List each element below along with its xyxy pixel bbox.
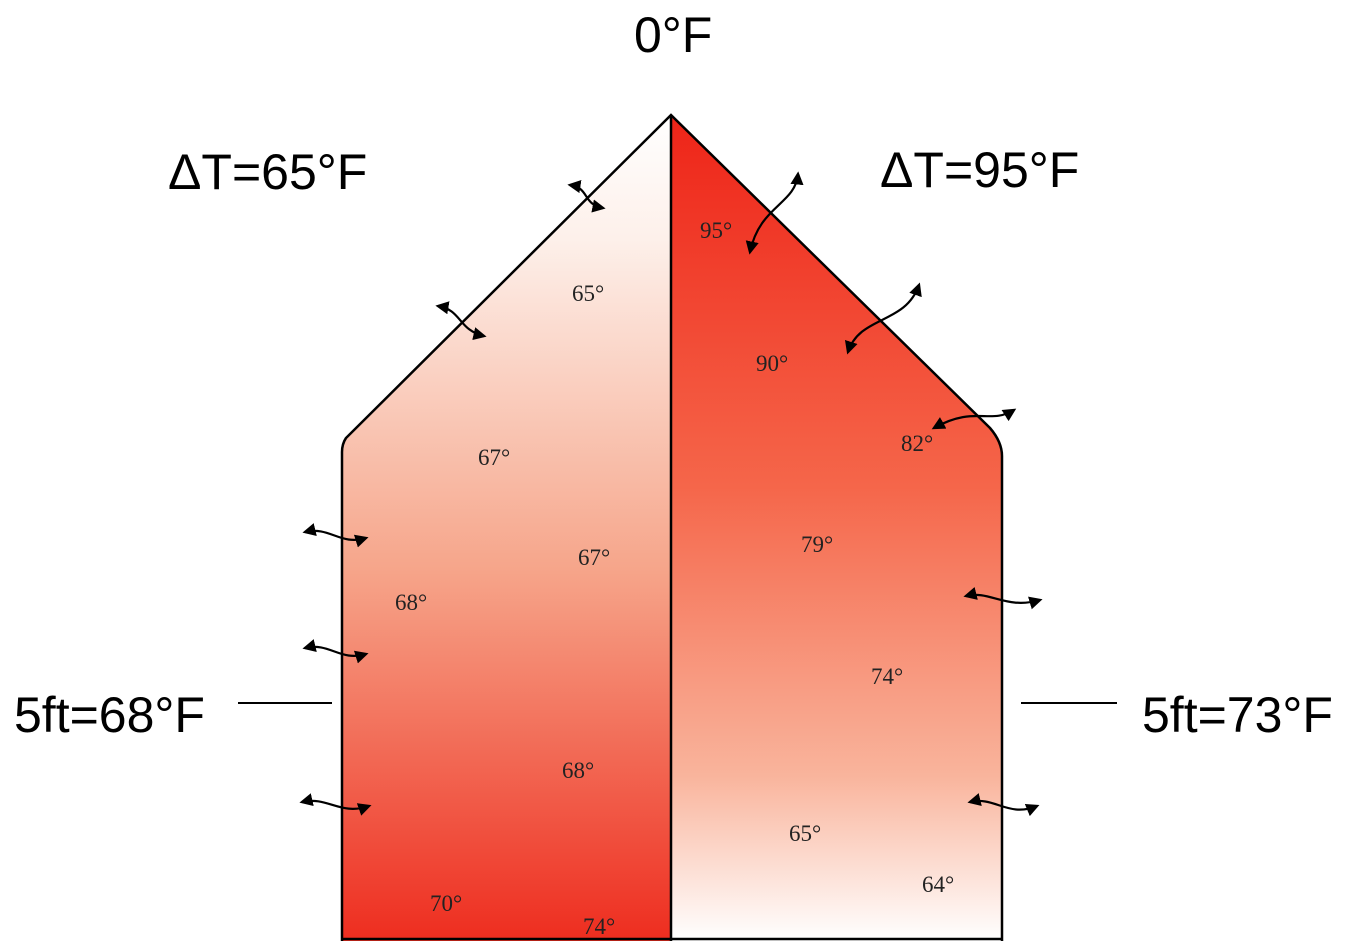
left-height-temp-label: 5ft=68°F — [14, 687, 205, 743]
left-zone-fill — [342, 115, 671, 941]
temp-reading: 67° — [478, 445, 510, 470]
heat-flow-arrow — [435, 301, 487, 341]
temp-reading: 68° — [395, 590, 427, 615]
heat-flow-arrow — [299, 793, 372, 816]
heat-flow-arrow — [844, 282, 922, 355]
temp-reading: 64° — [922, 872, 954, 897]
temp-reading: 68° — [562, 758, 594, 783]
temp-reading: 79° — [801, 532, 833, 557]
readings-right: 95° 90° 82° 79° 74° 65° 64° — [700, 218, 954, 897]
temp-reading: 65° — [572, 281, 604, 306]
heat-flow-arrow — [931, 408, 1017, 430]
heat-flow-arrow — [302, 523, 369, 548]
heat-flow-arrow — [745, 171, 804, 255]
temp-reading: 74° — [871, 664, 903, 689]
outside-temperature-label: 0°F — [634, 7, 713, 63]
heat-flow-arrow — [302, 639, 369, 664]
temp-reading: 70° — [430, 891, 462, 916]
temp-reading: 82° — [901, 431, 933, 456]
heat-flow-arrow — [963, 587, 1043, 610]
right-delta-t-label: ΔT=95°F — [880, 142, 1080, 198]
temp-reading: 90° — [756, 351, 788, 376]
temp-reading: 95° — [700, 218, 732, 243]
readings-left: 65° 67° 67° 68° 68° 70° 74° — [395, 281, 615, 939]
heat-flow-arrow — [567, 180, 606, 213]
temp-reading: 67° — [578, 545, 610, 570]
temp-reading: 65° — [789, 821, 821, 846]
heat-flow-arrows-left — [299, 180, 606, 816]
temp-reading: 74° — [583, 914, 615, 939]
heat-flow-arrow — [967, 793, 1040, 817]
right-zone-fill — [671, 115, 1002, 941]
left-delta-t-label: ΔT=65°F — [168, 144, 368, 200]
right-height-temp-label: 5ft=73°F — [1142, 687, 1333, 743]
heat-flow-arrows-right — [745, 171, 1043, 817]
